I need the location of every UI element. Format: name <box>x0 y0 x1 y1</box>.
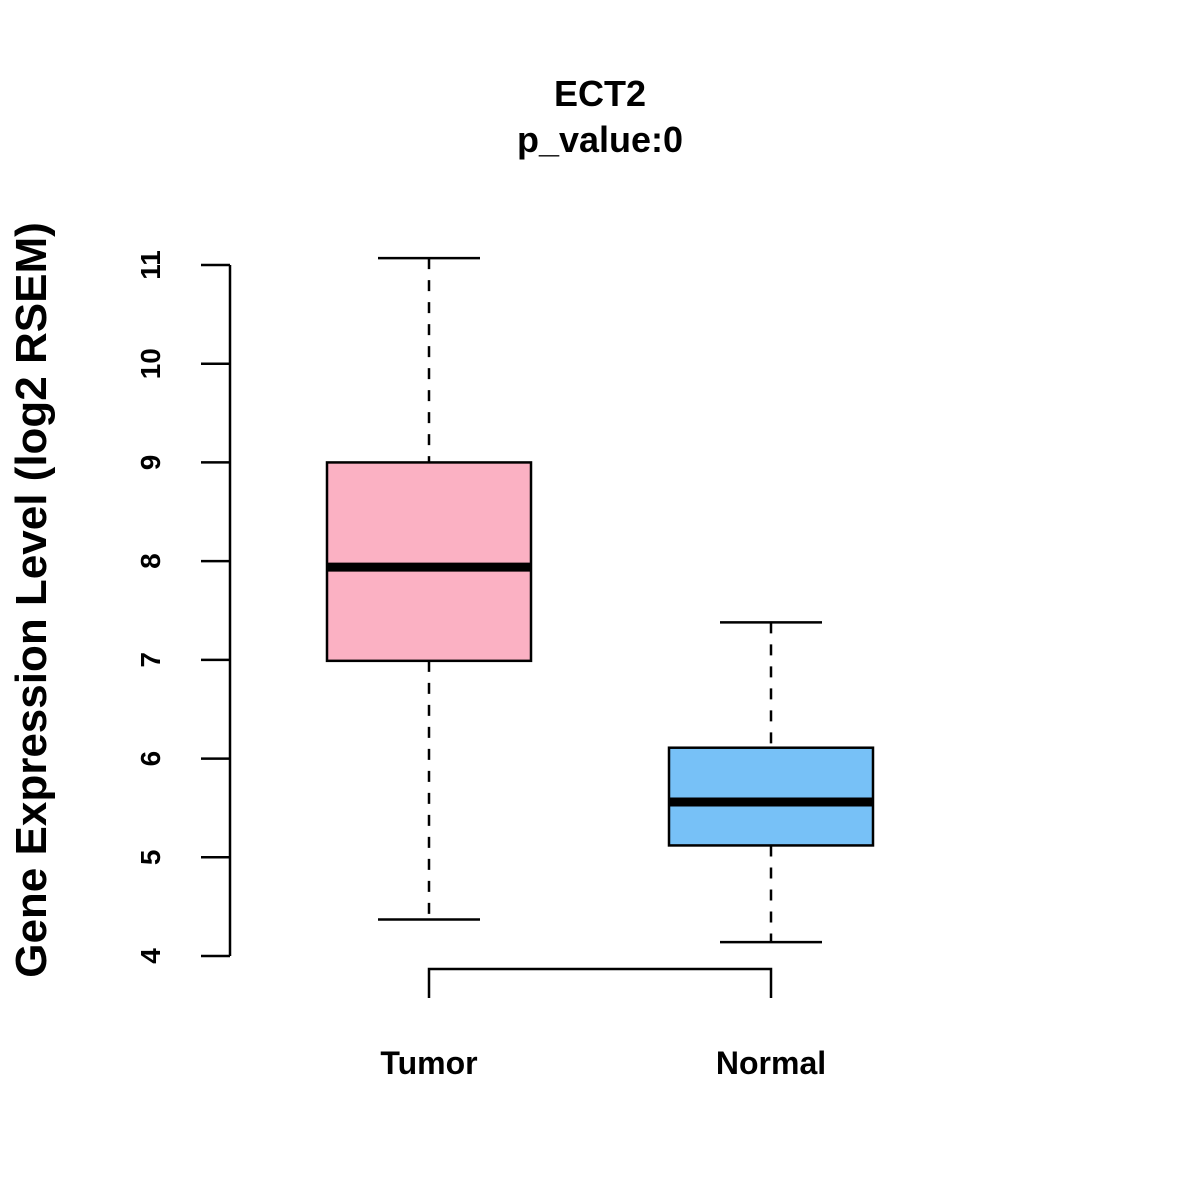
box-tumor <box>325 256 533 921</box>
y-axis-title: Gene Expression Level (log2 RSEM) <box>7 222 56 978</box>
x-category-label-normal: Normal <box>716 1045 826 1081</box>
iqr-box-tumor <box>325 461 533 663</box>
iqr-box-normal <box>667 746 875 847</box>
y-tick-label: 7 <box>135 652 166 668</box>
y-tick-label: 11 <box>135 250 166 280</box>
y-tick-label: 4 <box>135 948 166 964</box>
y-tick-label: 8 <box>135 553 166 569</box>
box-normal <box>667 621 875 944</box>
comparison-bracket <box>427 967 773 998</box>
plot-area <box>325 256 875 944</box>
y-tick-label: 10 <box>135 348 166 379</box>
x-category-label-tumor: Tumor <box>380 1045 477 1081</box>
chart-title: ECT2 <box>554 73 646 114</box>
y-axis: 4 5 6 7 8 9 10 11 <box>135 250 232 964</box>
chart-subtitle: p_value:0 <box>517 119 683 160</box>
y-tick-label: 5 <box>135 849 166 865</box>
bracket-line <box>427 967 773 998</box>
y-tick-label: 9 <box>135 455 166 471</box>
y-tick-label: 6 <box>135 751 166 767</box>
category-labels: Tumor Normal <box>380 1045 826 1081</box>
